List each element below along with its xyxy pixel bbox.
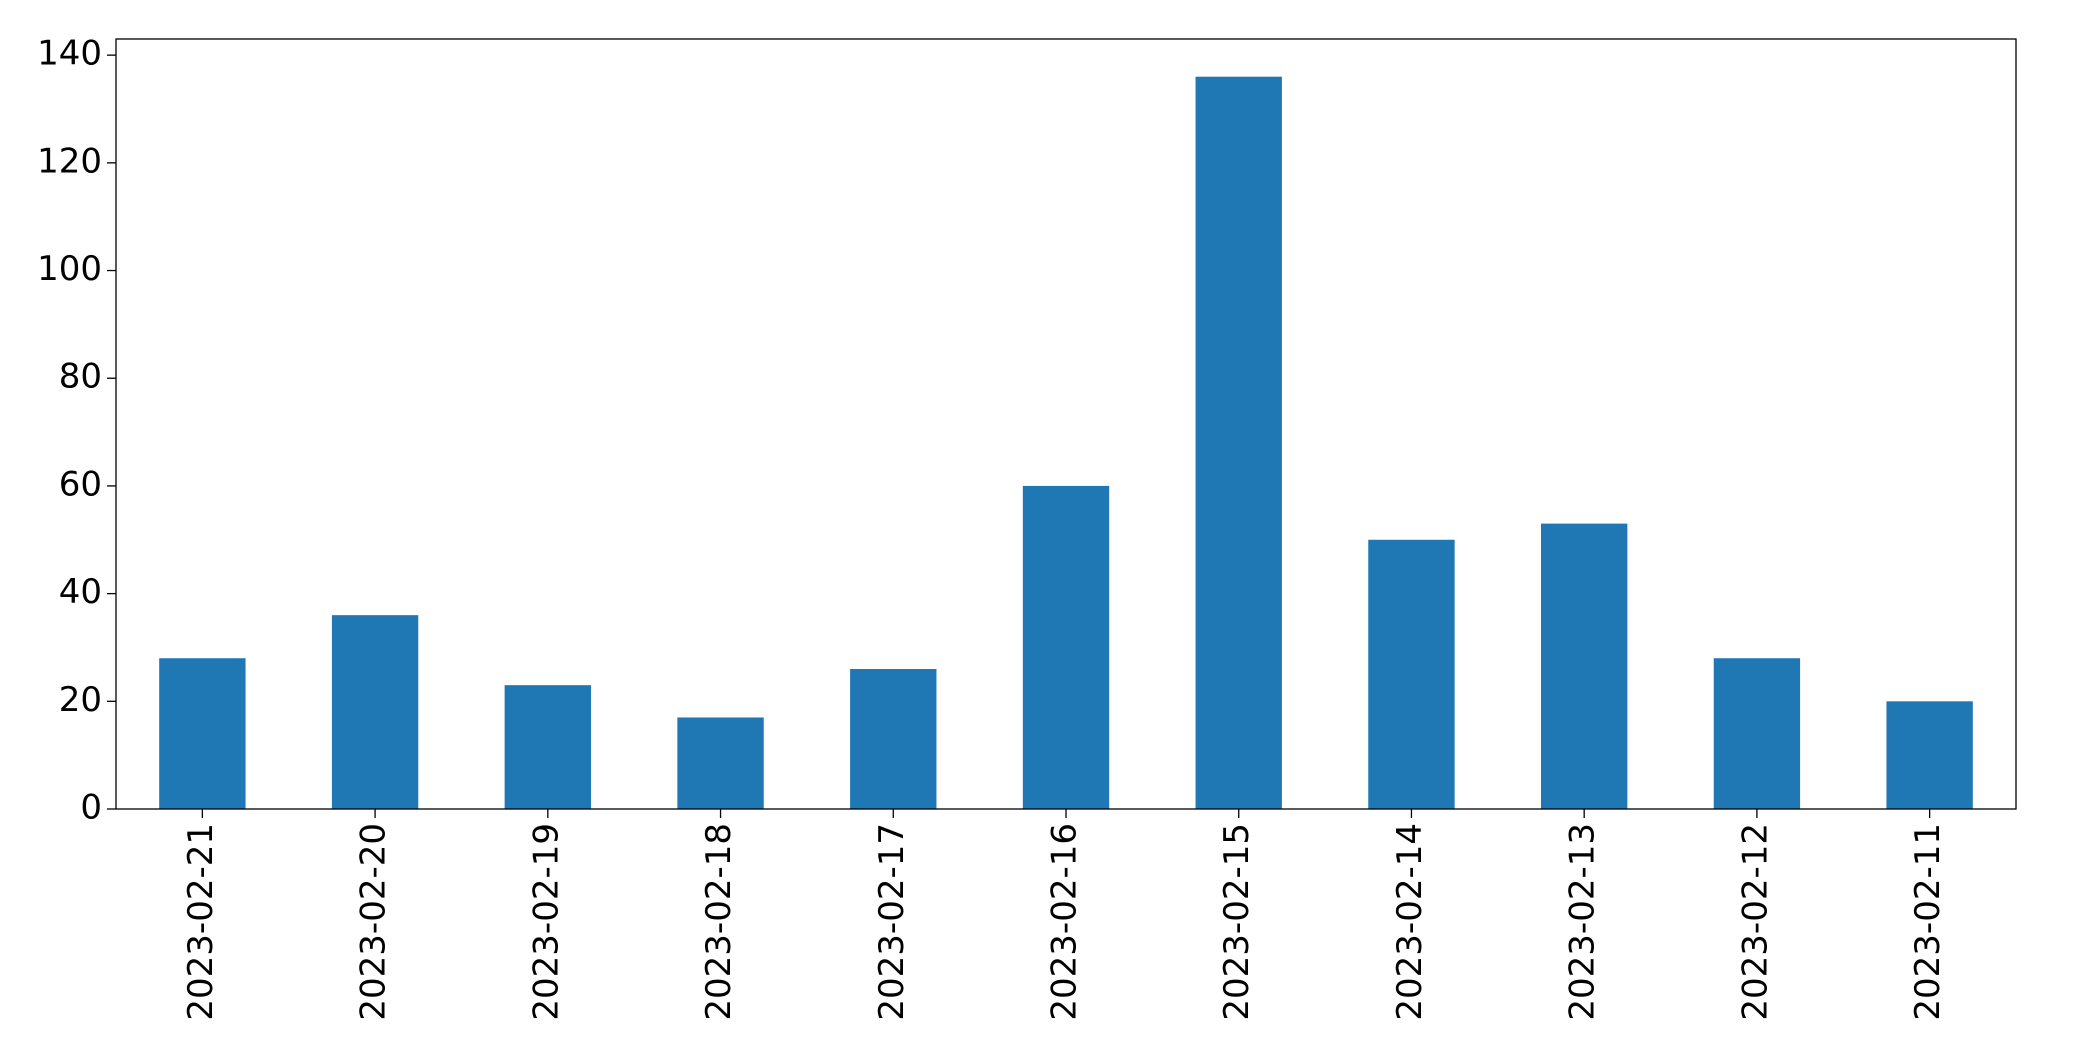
y-tick-label: 0 [80, 788, 102, 828]
bar [1713, 658, 1801, 809]
x-tick-label: 2023-02-18 [699, 823, 739, 1021]
x-tick-label: 2023-02-13 [1563, 823, 1603, 1021]
y-tick-label: 80 [59, 357, 102, 397]
y-tick-label: 100 [37, 249, 102, 289]
x-tick-label: 2023-02-12 [1735, 823, 1775, 1021]
x-tick-label: 2023-02-15 [1217, 823, 1257, 1021]
x-tick-label: 2023-02-14 [1390, 823, 1430, 1021]
bar [1886, 701, 1973, 809]
bar [1022, 485, 1110, 809]
bar [1541, 523, 1628, 809]
x-tick-label: 2023-02-20 [354, 823, 394, 1021]
y-tick-label: 40 [59, 572, 102, 612]
bar [677, 717, 764, 809]
bar [331, 615, 419, 809]
y-tick-label: 120 [37, 141, 102, 181]
y-tick-label: 140 [37, 34, 102, 74]
bar [504, 685, 591, 809]
x-tick-label: 2023-02-16 [1045, 823, 1085, 1021]
x-tick-label: 2023-02-19 [526, 823, 566, 1021]
x-tick-label: 2023-02-11 [1908, 823, 1948, 1021]
bar [850, 669, 937, 809]
bar [1368, 539, 1455, 809]
y-tick-label: 20 [59, 680, 102, 720]
plot-frame [115, 38, 2017, 810]
bar [1195, 76, 1282, 809]
x-tick-label: 2023-02-21 [181, 823, 221, 1021]
y-tick-label: 60 [59, 464, 102, 504]
bar [159, 658, 246, 809]
x-tick-label: 2023-02-17 [872, 823, 912, 1021]
